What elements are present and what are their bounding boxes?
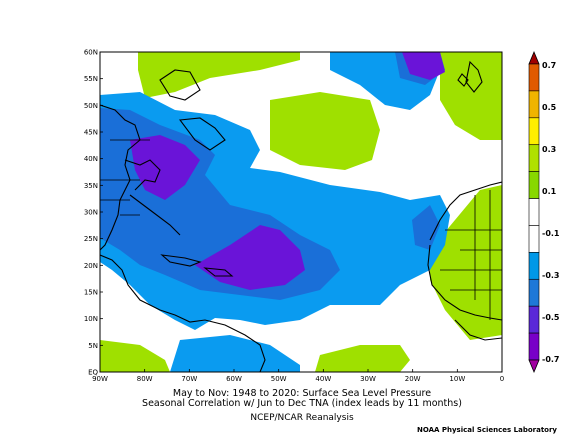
country-borders bbox=[100, 139, 502, 320]
lat-tick-label: 50N bbox=[84, 102, 98, 110]
caption-line-1: May to Nov: 1948 to 2020: Surface Sea Le… bbox=[172, 388, 432, 399]
colorbar-label: 0.1 bbox=[542, 187, 557, 196]
map-panel bbox=[99, 51, 503, 373]
lon-tick-label: 40W bbox=[315, 375, 331, 383]
contour-green-central-north bbox=[270, 92, 380, 170]
contour-purple-north bbox=[130, 135, 200, 200]
coastlines bbox=[100, 60, 502, 372]
colorbar-segment bbox=[528, 225, 540, 253]
longitude-axis: 90W 80W 70W 60W 50W 40W 30W 20W 10W 0 bbox=[92, 369, 504, 383]
contour-green-south bbox=[315, 345, 410, 372]
lat-tick-label: 15N bbox=[84, 289, 98, 297]
colorbar-label: 0.5 bbox=[542, 103, 557, 112]
reanalysis-credit: NCEP/NCAR Reanalysis bbox=[250, 413, 354, 423]
contour-light-blue-south bbox=[170, 335, 300, 372]
colorbar-segment bbox=[528, 198, 540, 226]
colorbar-segment bbox=[528, 278, 540, 307]
contour-green-northeast bbox=[440, 52, 502, 140]
lab-credit: NOAA Physical Sciences Laboratory bbox=[416, 426, 557, 434]
contour-green-east bbox=[430, 185, 502, 340]
lat-tick-label: 35N bbox=[84, 182, 98, 190]
lon-tick-label: 90W bbox=[92, 375, 108, 383]
lat-tick-label: 5N bbox=[88, 342, 98, 350]
lon-tick-label: 10W bbox=[449, 375, 465, 383]
lat-tick-label: 25N bbox=[84, 235, 98, 243]
lon-tick-label: 30W bbox=[360, 375, 376, 383]
colorbar-segment bbox=[528, 90, 540, 119]
lon-tick-label: 60W bbox=[226, 375, 242, 383]
colorbar-segment bbox=[528, 171, 540, 199]
colorbar-top-arrow bbox=[528, 50, 540, 65]
lon-tick-label: 50W bbox=[271, 375, 287, 383]
colorbar: 0.7 0.5 0.3 0.1 -0.1 -0.3 -0.5 -0.7 bbox=[528, 50, 560, 374]
lon-tick-label: 20W bbox=[405, 375, 421, 383]
lat-tick-label: 45N bbox=[84, 129, 98, 137]
latitude-axis: 60N 55N 50N 45N 40N 35N 30N 25N 20N 15N 10N 5N EQ bbox=[84, 49, 103, 377]
contour-purple-ne bbox=[402, 52, 445, 80]
colorbar-segment bbox=[528, 144, 540, 172]
contour-green-north bbox=[138, 52, 300, 98]
contour-mid-blue-east bbox=[412, 205, 440, 250]
lon-tick-label: 80W bbox=[137, 375, 153, 383]
lat-tick-label: 40N bbox=[84, 155, 98, 163]
contour-purple-central bbox=[195, 225, 305, 290]
colorbar-bottom-arrow bbox=[528, 359, 540, 374]
lon-tick-label: 0 bbox=[500, 375, 504, 383]
colorbar-label: 0.7 bbox=[542, 61, 556, 70]
caption-line-2: Seasonal Correlation w/ Jun to Dec TNA (… bbox=[142, 398, 462, 409]
lat-tick-label: 60N bbox=[84, 49, 98, 57]
colorbar-segment bbox=[528, 332, 540, 361]
colorbar-segment bbox=[528, 305, 540, 334]
colorbar-label: -0.1 bbox=[542, 229, 560, 238]
lat-tick-label: 55N bbox=[84, 75, 98, 83]
colorbar-segment bbox=[528, 117, 540, 146]
lat-tick-label: 10N bbox=[84, 315, 98, 323]
lat-tick-label: EQ bbox=[88, 369, 98, 377]
colorbar-label: -0.7 bbox=[542, 355, 560, 364]
contour-green-southwest bbox=[100, 340, 170, 372]
colorbar-label: -0.3 bbox=[542, 271, 560, 280]
colorbar-segment bbox=[528, 252, 540, 280]
lat-tick-label: 20N bbox=[84, 262, 98, 270]
colorbar-segment bbox=[528, 63, 540, 92]
lon-tick-label: 70W bbox=[181, 375, 197, 383]
lat-tick-label: 30N bbox=[84, 209, 98, 217]
colorbar-label: -0.5 bbox=[542, 313, 560, 322]
colorbar-label: 0.3 bbox=[542, 145, 556, 154]
